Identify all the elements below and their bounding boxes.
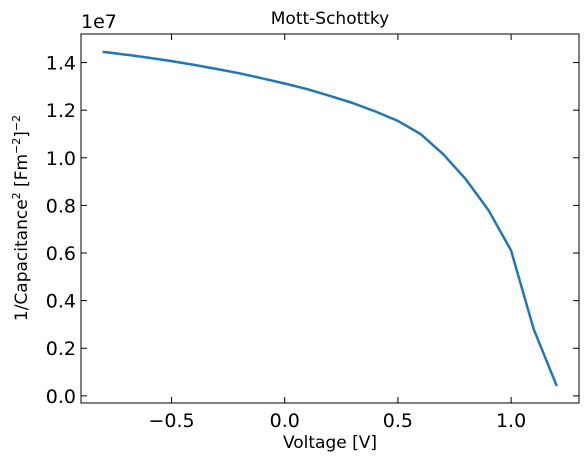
plot-area xyxy=(80,33,580,404)
x-axis-label: Voltage [V] xyxy=(283,433,377,453)
y-axis-label-sup-1: 2 xyxy=(10,192,23,199)
y-axis-label-sup-3: −2 xyxy=(10,115,23,131)
y-tick-label: 0.6 xyxy=(46,243,76,265)
x-axis-ticks: −0.5 0.0 0.5 1.0 xyxy=(148,34,526,432)
y-tick-label: 0.4 xyxy=(46,291,76,313)
y-axis-label-sup-2: −2 xyxy=(10,138,23,154)
y-offset-label: 1e7 xyxy=(81,11,117,33)
y-axis-label-bracket: ] xyxy=(12,131,32,138)
y-tick-label: 0.0 xyxy=(46,386,76,408)
y-tick-label: 1.4 xyxy=(46,53,76,75)
y-tick-label: 0.2 xyxy=(46,338,76,360)
x-tick-label: 0.0 xyxy=(270,410,300,432)
y-axis-label: 1/Capacitance2 [Fm−2]−2 xyxy=(10,115,32,321)
y-tick-label: 0.8 xyxy=(46,195,76,217)
y-axis-ticks: 0.0 0.2 0.4 0.6 0.8 1.0 1.2 1.4 xyxy=(46,53,579,408)
x-tick-label: 0.5 xyxy=(383,410,413,432)
y-axis-label-base: 1/Capacitance xyxy=(12,199,32,321)
series-line xyxy=(102,50,558,387)
series-layer xyxy=(102,50,558,387)
x-tick-label: 1.0 xyxy=(496,410,526,432)
chart-title: Mott-Schottky xyxy=(271,9,389,29)
y-tick-label: 1.0 xyxy=(46,148,76,170)
x-tick-label: −0.5 xyxy=(148,410,194,432)
y-axis-label-unit: [Fm xyxy=(12,154,32,192)
y-tick-label: 1.2 xyxy=(46,100,76,122)
